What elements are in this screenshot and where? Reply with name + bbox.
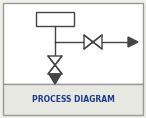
Polygon shape xyxy=(49,74,61,84)
Polygon shape xyxy=(48,65,62,74)
Text: PROCESS DIAGRAM: PROCESS DIAGRAM xyxy=(32,95,114,105)
Polygon shape xyxy=(93,35,102,49)
Polygon shape xyxy=(84,35,93,49)
Bar xyxy=(36,12,74,26)
Polygon shape xyxy=(48,56,62,65)
Bar xyxy=(3,84,143,115)
Bar xyxy=(3,3,143,84)
Polygon shape xyxy=(128,37,138,47)
